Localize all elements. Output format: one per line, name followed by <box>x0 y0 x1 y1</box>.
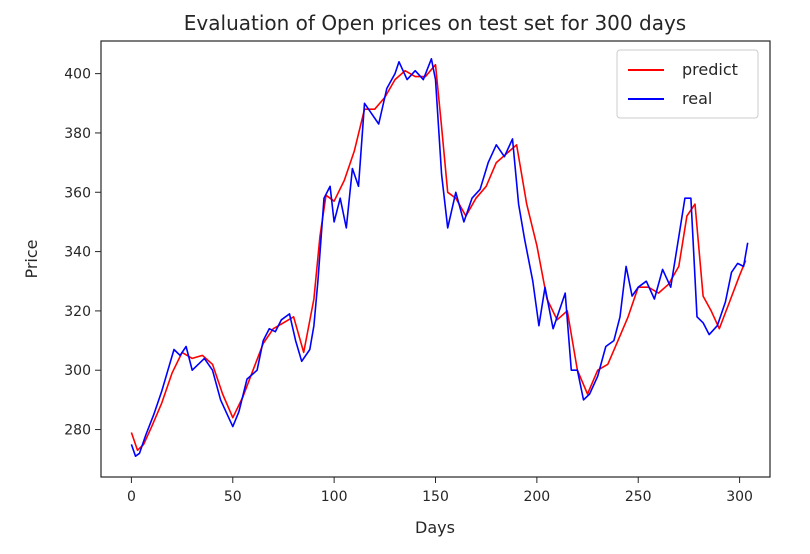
legend-label-predict: predict <box>682 60 738 79</box>
x-axis: 0 50 100 150 200 250 300 <box>127 477 753 505</box>
y-axis-label: Price <box>22 239 41 278</box>
y-tick-label: 300 <box>64 363 91 379</box>
x-tick-label: 0 <box>127 489 136 505</box>
series-line-real <box>130 58 749 457</box>
y-tick-label: 360 <box>64 185 91 201</box>
y-tick-label: 380 <box>64 126 91 142</box>
y-tick-label: 340 <box>64 245 91 261</box>
y-axis: 280 300 320 340 360 380 400 <box>64 67 101 439</box>
legend-box <box>616 49 759 119</box>
y-tick-label: 280 <box>64 423 91 439</box>
x-tick-label: 150 <box>422 489 449 505</box>
x-tick-label: 50 <box>224 489 242 505</box>
x-tick-label: 200 <box>523 489 550 505</box>
legend: predict real <box>616 49 759 119</box>
x-tick-label: 300 <box>726 489 753 505</box>
legend-label-real: real <box>682 89 712 108</box>
y-tick-label: 320 <box>64 304 91 320</box>
x-axis-label: Days <box>415 518 455 537</box>
chart-title: Evaluation of Open prices on test set fo… <box>184 11 686 35</box>
y-tick-label: 400 <box>64 67 91 83</box>
x-tick-label: 100 <box>321 489 348 505</box>
x-tick-label: 250 <box>625 489 652 505</box>
series-lines <box>130 58 749 457</box>
